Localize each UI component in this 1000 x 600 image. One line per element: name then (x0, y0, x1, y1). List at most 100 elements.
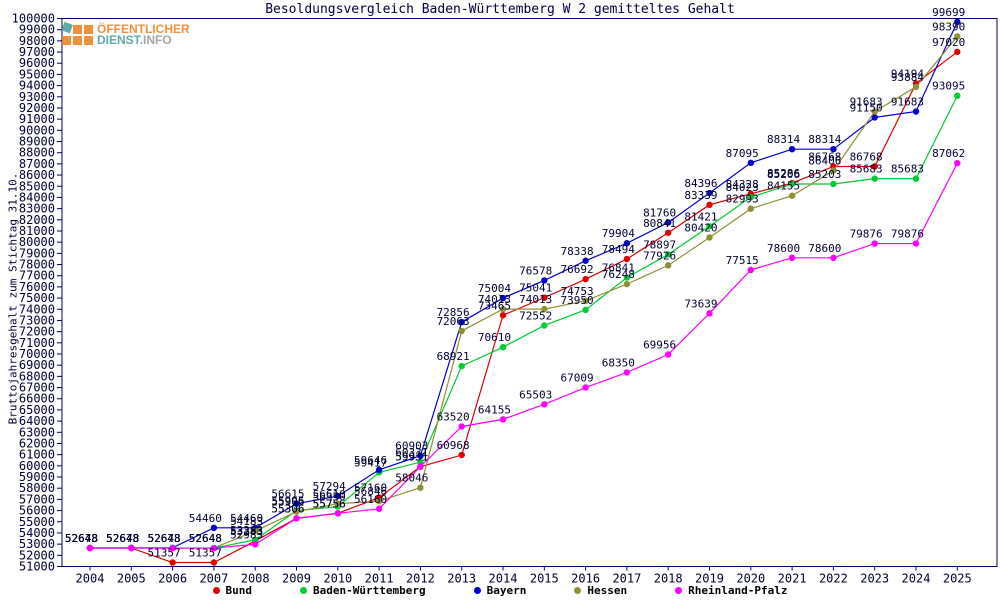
data-point (706, 189, 713, 197)
data-point (582, 306, 589, 314)
y-tick-label: 71000 (19, 336, 55, 350)
series-line (90, 162, 958, 549)
data-point (417, 452, 424, 459)
point-value-label: 51357 (189, 547, 222, 560)
y-tick-label: 100000 (12, 12, 55, 26)
point-value-label: 74013 (519, 293, 552, 306)
point-value-label: 52648 (189, 532, 222, 545)
data-point (912, 240, 920, 247)
point-value-label: 53283 (230, 525, 263, 538)
legend-marker (300, 586, 308, 594)
data-point (912, 108, 920, 115)
y-tick-label: 66000 (19, 392, 55, 406)
point-value-label: 52648 (65, 532, 98, 545)
point-value-label: 78600 (767, 242, 800, 255)
legend-label: Bund (225, 583, 253, 597)
legend-marker (473, 586, 481, 594)
point-value-label: 52648 (189, 532, 222, 545)
data-point (252, 541, 259, 548)
site-logo[interactable]: ÖFFENTLICHER DIENST.INFO (61, 21, 190, 47)
y-tick-label: 78000 (19, 258, 55, 272)
x-tick-label: 2008 (241, 572, 270, 586)
point-value-label: 80841 (643, 217, 676, 230)
data-point (541, 322, 548, 329)
y-tick-label: 94000 (19, 79, 55, 93)
point-value-label: 52648 (65, 532, 98, 545)
data-point (788, 254, 796, 262)
data-point (954, 48, 961, 56)
series-Hessen (86, 33, 961, 552)
point-value-label: 52648 (106, 532, 139, 545)
data-point (582, 257, 589, 264)
point-value-label: 82993 (726, 193, 759, 206)
y-axis: 5100052000530005400055000560005700058000… (12, 12, 62, 574)
chart-title: Besoldungsvergleich Baden-Württemberg W … (265, 2, 735, 17)
data-point (747, 205, 754, 212)
point-value-label: 56846 (354, 485, 387, 498)
point-value-label: 75041 (519, 282, 552, 295)
point-value-label: 77926 (643, 249, 676, 262)
point-value-label: 59931 (395, 451, 428, 464)
data-point (954, 18, 961, 26)
point-value-label: 78494 (602, 243, 635, 256)
point-value-label: 77515 (726, 254, 759, 267)
y-tick-label: 59000 (19, 470, 55, 484)
y-tick-label: 56000 (19, 504, 55, 518)
logo-info: INFO (143, 33, 172, 47)
legend-label: Rheinland-Pfalz (688, 583, 788, 597)
y-tick-label: 64000 (19, 414, 55, 428)
data-point (830, 180, 837, 188)
legend-marker (212, 586, 220, 594)
y-tick-label: 77000 (19, 269, 55, 283)
point-value-label: 72063 (437, 315, 470, 328)
x-tick-label: 2015 (530, 572, 559, 586)
data-point (623, 255, 631, 263)
data-point (871, 108, 878, 115)
point-value-label: 75004 (478, 282, 511, 295)
point-value-label: 81760 (643, 206, 676, 219)
data-point (499, 416, 507, 423)
x-tick-label: 2023 (860, 572, 889, 586)
point-value-label: 63520 (437, 410, 470, 423)
data-point (417, 458, 424, 466)
y-tick-label: 73000 (19, 313, 55, 327)
x-tick-label: 2004 (76, 572, 105, 586)
data-point (334, 500, 341, 507)
data-point (830, 167, 837, 174)
logo-square (84, 25, 93, 34)
point-value-label: 67009 (560, 371, 593, 384)
data-point (912, 175, 920, 182)
point-value-label: 98390 (932, 21, 965, 34)
point-value-label: 72552 (519, 309, 552, 322)
data-point (623, 240, 631, 247)
data-point (499, 343, 507, 351)
point-value-label: 84328 (726, 178, 759, 191)
point-value-label: 99699 (932, 6, 965, 19)
y-tick-label: 53000 (19, 537, 55, 551)
series-Bund (86, 48, 961, 566)
y-tick-label: 60000 (19, 459, 55, 473)
point-value-label: 51357 (147, 547, 180, 560)
y-tick-label: 89000 (19, 135, 55, 149)
y-tick-label: 85000 (19, 179, 55, 193)
x-tick-label: 2012 (406, 572, 435, 586)
point-value-label: 85683 (850, 163, 883, 176)
series-labels-Bayern: 52673 52673 52673 54460 54460 56615 57294 59646… (65, 6, 965, 545)
data-point (334, 510, 341, 517)
x-tick-label: 2022 (819, 572, 848, 586)
point-value-label: 52648 (189, 532, 222, 545)
series-labels-Bund: 52648 52648 51357 51357 53283 55306 55756 57160… (65, 36, 965, 560)
data-point (293, 508, 300, 515)
data-point (665, 219, 672, 226)
y-tick-label: 80000 (19, 235, 55, 249)
data-point (252, 527, 259, 535)
y-axis-title: Bruttojahresgehalt zum Stichtag 31.10. (6, 172, 20, 425)
data-point (417, 484, 424, 491)
point-value-label: 55756 (313, 497, 346, 510)
point-value-label: 56160 (354, 493, 387, 506)
y-tick-label: 74000 (19, 302, 55, 316)
x-tick-label: 2016 (571, 572, 600, 586)
point-value-label: 52648 (65, 532, 98, 545)
legend-marker (574, 586, 582, 594)
